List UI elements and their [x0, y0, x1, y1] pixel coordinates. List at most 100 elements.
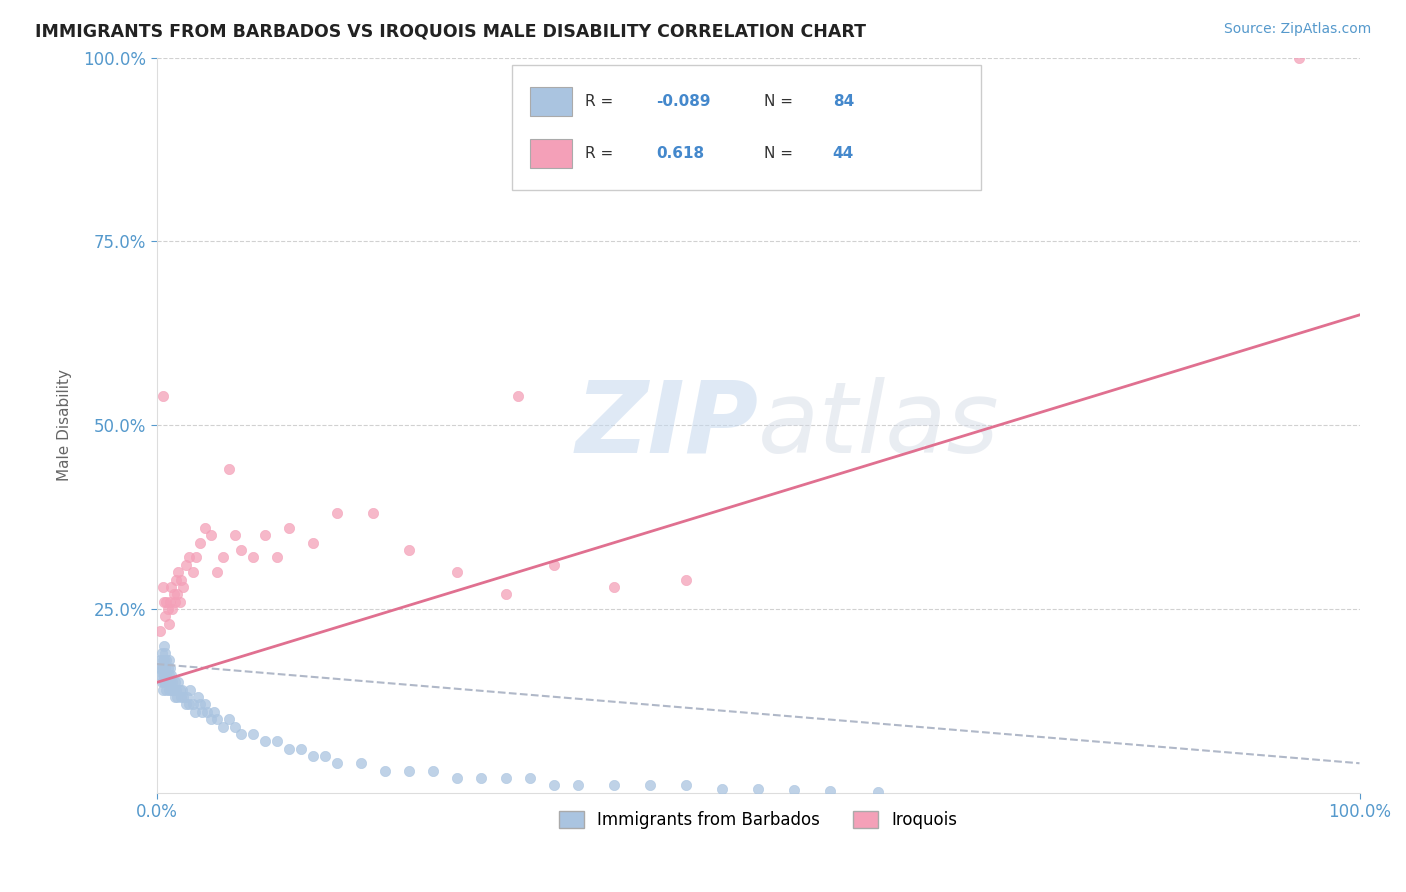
Point	[495, 587, 517, 601]
Point	[153, 639, 176, 653]
Point	[176, 690, 198, 705]
Point	[159, 594, 181, 608]
Point	[153, 668, 176, 682]
Point	[150, 661, 173, 675]
Point	[170, 690, 193, 705]
Point	[519, 771, 541, 785]
Point	[153, 675, 176, 690]
Point	[153, 661, 176, 675]
Point	[179, 682, 201, 697]
Point	[152, 389, 174, 403]
Point	[278, 521, 301, 535]
Point	[179, 698, 201, 712]
Point	[186, 550, 208, 565]
Point	[398, 764, 420, 778]
Point	[603, 778, 626, 792]
Point	[212, 550, 235, 565]
Point	[195, 705, 218, 719]
Point	[170, 682, 193, 697]
Point	[194, 521, 217, 535]
Point	[153, 609, 176, 624]
Point	[194, 698, 217, 712]
Point	[446, 565, 468, 579]
Point	[159, 661, 181, 675]
Point	[188, 698, 211, 712]
Point	[162, 587, 184, 601]
Text: N =: N =	[763, 95, 799, 110]
Point	[181, 565, 204, 579]
Point	[153, 653, 176, 667]
Point	[675, 778, 697, 792]
Point	[229, 543, 252, 558]
Point	[174, 698, 197, 712]
Point	[224, 528, 246, 542]
FancyBboxPatch shape	[512, 65, 980, 190]
Point	[174, 558, 197, 572]
Point	[242, 550, 264, 565]
Point	[181, 698, 204, 712]
Point	[253, 734, 276, 748]
Point	[188, 535, 211, 549]
Point	[638, 778, 661, 792]
Point	[302, 535, 325, 549]
Point	[153, 675, 176, 690]
Point	[153, 646, 176, 660]
Point	[470, 771, 492, 785]
Point	[169, 594, 191, 608]
Point	[155, 668, 177, 682]
Point	[711, 782, 734, 797]
Point	[160, 580, 183, 594]
Point	[152, 682, 174, 697]
Point	[157, 653, 180, 667]
Point	[166, 690, 188, 705]
Point	[165, 573, 187, 587]
Point	[326, 756, 349, 771]
Point	[184, 705, 207, 719]
Point	[179, 550, 201, 565]
Point	[152, 653, 174, 667]
Point	[326, 507, 349, 521]
Point	[169, 682, 191, 697]
Point	[156, 602, 179, 616]
FancyBboxPatch shape	[530, 87, 572, 117]
Point	[212, 719, 235, 733]
Point	[157, 616, 180, 631]
Point	[167, 565, 190, 579]
Point	[157, 682, 180, 697]
Text: R =: R =	[585, 145, 619, 161]
Point	[162, 682, 184, 697]
Point	[160, 668, 183, 682]
Point	[783, 783, 806, 797]
Point	[204, 705, 226, 719]
Point	[218, 712, 240, 726]
Point	[152, 580, 174, 594]
Point	[162, 602, 184, 616]
Point	[153, 594, 176, 608]
Point	[149, 668, 172, 682]
Point	[163, 594, 186, 608]
Point	[314, 748, 336, 763]
Point	[278, 741, 301, 756]
Text: -0.089: -0.089	[655, 95, 710, 110]
Point	[374, 764, 396, 778]
Text: 44: 44	[832, 145, 853, 161]
Point	[253, 528, 276, 542]
Point	[191, 705, 214, 719]
Point	[603, 580, 626, 594]
Point	[150, 646, 173, 660]
Y-axis label: Male Disability: Male Disability	[58, 369, 72, 481]
Point	[398, 543, 420, 558]
Point	[155, 653, 177, 667]
Point	[166, 587, 188, 601]
Point	[152, 661, 174, 675]
Point	[163, 690, 186, 705]
Point	[868, 785, 890, 799]
Legend: Immigrants from Barbados, Iroquois: Immigrants from Barbados, Iroquois	[553, 805, 965, 836]
Text: 84: 84	[832, 95, 853, 110]
Point	[157, 668, 180, 682]
Point	[200, 528, 222, 542]
Point	[156, 661, 179, 675]
Point	[229, 727, 252, 741]
Point	[149, 624, 172, 638]
Point	[567, 778, 589, 792]
